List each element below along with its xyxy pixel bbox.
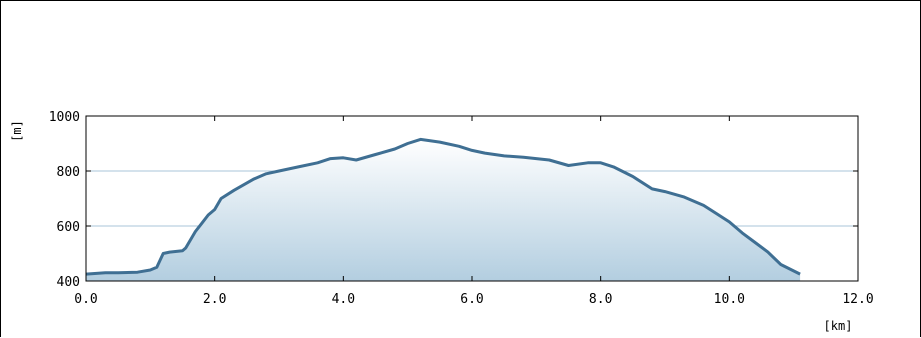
y-axis-unit-label: [m]: [10, 120, 24, 142]
x-tick-label: 2.0: [203, 292, 226, 307]
elevation-area: [86, 139, 801, 281]
x-tick-label: 12.0: [842, 292, 873, 307]
x-tick-label: 6.0: [460, 292, 483, 307]
axis-ticks: [85, 115, 859, 282]
elevation-line: [85, 137, 801, 276]
x-tick-label: 0.0: [74, 292, 97, 307]
y-tick-label: 400: [57, 275, 80, 290]
x-tick-label: 10.0: [714, 292, 745, 307]
y-tick-label: 1000: [49, 110, 80, 125]
x-tick-label: 8.0: [589, 292, 612, 307]
x-tick-label: 4.0: [332, 292, 355, 307]
y-tick-label: 800: [57, 165, 80, 180]
y-tick-label: 600: [57, 220, 80, 235]
x-axis-unit-label: [km]: [824, 319, 853, 333]
axis-tick-labels: 0.0 2.0 4.0 6.0 8.0 10.0 12.0 400 600 800 1000: [49, 110, 874, 307]
